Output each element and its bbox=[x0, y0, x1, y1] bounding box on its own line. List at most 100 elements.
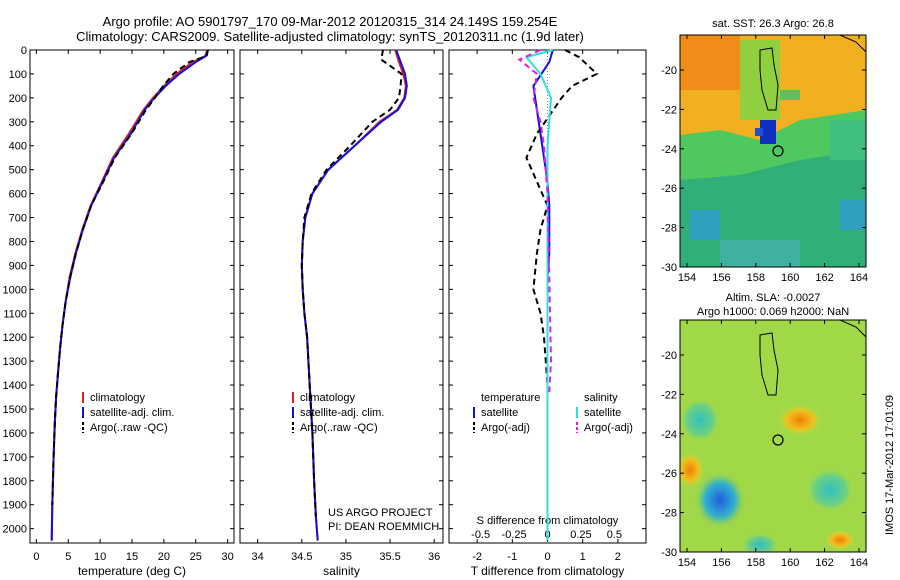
x-tick-label: 35 bbox=[340, 551, 352, 563]
x-tick-label: 10 bbox=[94, 551, 106, 563]
annotation-line1: US ARGO PROJECT bbox=[328, 507, 433, 519]
series-line bbox=[524, 49, 554, 541]
x-tick-label: 35.5 bbox=[379, 551, 400, 563]
legend-label: Argo(-adj) bbox=[481, 422, 530, 434]
series-line bbox=[51, 49, 209, 505]
x-tick-label: 36 bbox=[428, 551, 440, 563]
map-y-tick-label: -22 bbox=[661, 389, 677, 401]
map-y-tick-label: -20 bbox=[661, 65, 677, 77]
y-tick-label: 2000 bbox=[3, 524, 27, 536]
y-tick-label: 800 bbox=[9, 236, 27, 248]
map-x-tick-label: 164 bbox=[850, 272, 868, 284]
profile-panel-1: 0100200300400500600700800900100011001200… bbox=[3, 45, 235, 578]
sla-map-subtitle: Argo h1000: 0.069 h2000: NaN bbox=[697, 306, 849, 318]
y-tick-label: 1900 bbox=[3, 500, 27, 512]
map-y-tick-label: -30 bbox=[661, 262, 677, 274]
x-tick-label: 0 bbox=[33, 551, 39, 563]
map-x-tick-label: 160 bbox=[781, 272, 799, 284]
legend-label: climatology bbox=[300, 392, 356, 404]
annotation-line2: PI: DEAN ROEMMICH bbox=[328, 521, 439, 533]
y-tick-label: 200 bbox=[9, 93, 27, 105]
map-y-tick-label: -28 bbox=[661, 223, 677, 235]
legend-label: satellite bbox=[481, 407, 518, 419]
y-tick-label: 400 bbox=[9, 141, 27, 153]
map-y-tick-label: -24 bbox=[661, 144, 677, 156]
map-x-tick-label: 154 bbox=[678, 272, 696, 284]
map-x-tick-label: 156 bbox=[712, 272, 730, 284]
x-axis-label: salinity bbox=[323, 564, 360, 578]
x-tick-label: -1 bbox=[507, 551, 517, 563]
plot-frame bbox=[29, 49, 235, 544]
sla-map bbox=[679, 319, 867, 553]
chart-title-line2: Climatology: CARS2009. Satellite-adjuste… bbox=[76, 29, 584, 44]
y-tick-label: 600 bbox=[9, 189, 27, 201]
legend-label: climatology bbox=[90, 392, 146, 404]
profile-panel-3: -2 -1 0 1 2T difference from climatology -0.5… bbox=[448, 49, 647, 578]
x-tick-label: 1 bbox=[580, 551, 586, 563]
map-y-tick-label: -30 bbox=[661, 547, 677, 559]
y-tick-label: 100 bbox=[9, 69, 27, 81]
y-tick-label: 1400 bbox=[3, 380, 27, 392]
series-line bbox=[300, 49, 407, 541]
legend-label: satellite bbox=[584, 407, 621, 419]
series-line bbox=[517, 49, 553, 393]
map-x-tick-label: 164 bbox=[850, 557, 868, 569]
y-tick-label: 1600 bbox=[3, 428, 27, 440]
y-tick-label: 1200 bbox=[3, 332, 27, 344]
series-line bbox=[300, 49, 408, 541]
s-tick-label: -0.5 bbox=[471, 529, 490, 541]
y-tick-label: 1000 bbox=[3, 284, 27, 296]
map-y-tick-label: -26 bbox=[661, 468, 677, 480]
map-x-tick-label: 158 bbox=[747, 272, 765, 284]
y-tick-label: 900 bbox=[9, 260, 27, 272]
sst-map bbox=[679, 34, 867, 268]
series-line bbox=[300, 49, 403, 517]
x-tick-label: 34.5 bbox=[291, 551, 312, 563]
map-x-tick-label: 160 bbox=[781, 557, 799, 569]
chart-title-line1: Argo profile: AO 5901797_170 09-Mar-2012… bbox=[102, 14, 558, 29]
y-tick-label: 700 bbox=[9, 213, 27, 225]
map-y-tick-label: -24 bbox=[661, 429, 677, 441]
s-tick-label: 0.5 bbox=[607, 529, 622, 541]
y-tick-label: 1500 bbox=[3, 404, 27, 416]
map-x-tick-label: 156 bbox=[712, 557, 730, 569]
profile-panel-2: 34 34.5 35 35.5 36 salinity climatology satelli… bbox=[239, 49, 444, 578]
x-tick-label: 2 bbox=[615, 551, 621, 563]
y-tick-label: 1100 bbox=[3, 308, 27, 320]
map-x-tick-label: 158 bbox=[747, 557, 765, 569]
map-y-tick-label: -28 bbox=[661, 508, 677, 520]
x-tick-label: 25 bbox=[190, 551, 202, 563]
x-tick-label: 20 bbox=[158, 551, 170, 563]
x-tick-label: 0 bbox=[544, 551, 550, 563]
legend-label: Argo(..raw -QC) bbox=[300, 422, 378, 434]
x-tick-label: -2 bbox=[472, 551, 482, 563]
x-axis-label: T difference from climatology bbox=[471, 564, 625, 578]
y-tick-label: 1800 bbox=[3, 476, 27, 488]
map-y-tick-label: -26 bbox=[661, 183, 677, 195]
series-line bbox=[50, 49, 209, 541]
legend-label: salinity bbox=[584, 392, 618, 404]
s-tick-label: -0.25 bbox=[502, 529, 527, 541]
x-tick-label: 34 bbox=[252, 551, 264, 563]
series-line bbox=[50, 49, 209, 541]
map-x-tick-label: 162 bbox=[815, 557, 833, 569]
series-line bbox=[525, 49, 599, 505]
sla-map-title: Altim. SLA: -0.0027 bbox=[726, 292, 821, 304]
y-tick-label: 500 bbox=[9, 165, 27, 177]
legend-label: satellite-adj. clim. bbox=[300, 407, 384, 419]
map-x-tick-label: 154 bbox=[678, 557, 696, 569]
y-tick-label: 300 bbox=[9, 117, 27, 129]
map-x-tick-label: 162 bbox=[815, 272, 833, 284]
x-axis-label: temperature (deg C) bbox=[78, 564, 186, 578]
map-y-tick-label: -20 bbox=[661, 350, 677, 362]
x-tick-label: 5 bbox=[65, 551, 71, 563]
y-tick-label: 1700 bbox=[3, 452, 27, 464]
legend-label: Argo(..raw -QC) bbox=[90, 422, 168, 434]
y-tick-label: 0 bbox=[21, 45, 27, 57]
timestamp-watermark: IMOS 17-Mar-2012 17:01:09 bbox=[884, 395, 896, 535]
legend-label: Argo(-adj) bbox=[584, 422, 633, 434]
sst-map-title: sat. SST: 26.3 Argo: 26.8 bbox=[712, 18, 834, 30]
s-tick-label: 0.25 bbox=[570, 529, 591, 541]
x-tick-label: 15 bbox=[126, 551, 138, 563]
